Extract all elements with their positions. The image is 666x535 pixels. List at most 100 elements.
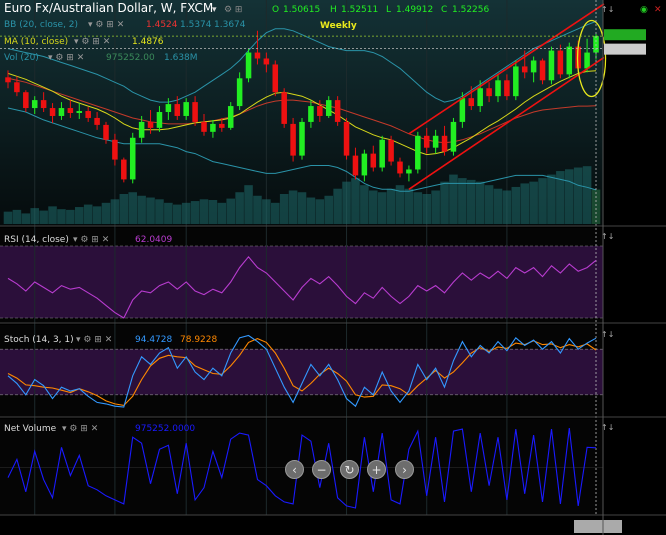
stoch-legend-k: 94.4728	[135, 335, 172, 345]
vol-legend-label[interactable]: Vol (20)	[4, 53, 39, 63]
candle-up	[477, 88, 483, 107]
ohlc-high-value: 1.52511	[341, 5, 378, 15]
ma-legend-label[interactable]: MA (10, close)	[4, 37, 68, 47]
panel-maximize-icon[interactable]: ↑↓	[601, 330, 614, 339]
volume-bar	[493, 188, 503, 224]
netvol-legend-settings-icon[interactable]: ▾ ⚙ ⊞ ✕	[62, 424, 98, 434]
ohlc-open-value: 1.50615	[283, 5, 320, 15]
candle-up	[548, 50, 555, 81]
ma10-line	[7, 70, 597, 156]
bb-middle-line	[7, 77, 597, 144]
candle-down	[103, 124, 109, 140]
close-chart-icon[interactable]: ✕	[654, 5, 662, 15]
ma-legend-value: 1.4876	[132, 37, 164, 47]
rsi-line	[7, 255, 597, 319]
candle-up	[165, 104, 172, 113]
ohlc-high-label: H	[330, 5, 337, 15]
panel-maximize-icon[interactable]: ↑↓	[601, 232, 614, 241]
price-panel-bg	[0, 0, 603, 226]
candle-down	[281, 92, 287, 124]
volume-bar	[511, 186, 521, 224]
candle-up	[513, 66, 519, 97]
volume-bar	[342, 181, 351, 224]
candle-up	[227, 106, 234, 128]
candle-up	[76, 111, 83, 113]
volume-bar	[279, 194, 289, 224]
volume-bar	[395, 185, 405, 224]
vol-legend-settings-icon[interactable]: ▾ ⚙ ⊞ ✕	[48, 53, 84, 63]
candle-down	[49, 108, 56, 116]
candle-up	[406, 169, 412, 174]
scroll-right-button[interactable]: ›	[395, 460, 414, 479]
bb-legend-settings-icon[interactable]: ▾ ⚙ ⊞ ✕	[88, 20, 124, 30]
reset-chart-button[interactable]: ↻	[340, 460, 359, 479]
panel-maximize-icon[interactable]: ↑↓	[601, 423, 614, 432]
candle-up	[361, 153, 368, 176]
chart-title[interactable]: Euro Fx/Australian Dollar, W, FXCM	[4, 1, 213, 15]
rsi-legend-label[interactable]: RSI (14, close)	[4, 235, 69, 245]
zoom-out-button[interactable]: −	[312, 460, 331, 479]
volume-bar	[324, 195, 334, 224]
stoch-legend-d: 78.9228	[180, 335, 217, 345]
volume-bar	[208, 200, 218, 224]
volume-bar	[164, 202, 173, 224]
candle-down	[468, 98, 475, 107]
volume-bar	[377, 192, 387, 224]
scroll-left-button[interactable]: ‹	[285, 460, 304, 479]
volume-bar	[297, 192, 307, 224]
candle-up	[299, 121, 305, 156]
zoom-in-button[interactable]: +	[367, 460, 386, 479]
volume-bar	[333, 188, 342, 224]
volume-bar	[466, 179, 476, 224]
volume-bar	[83, 204, 93, 224]
volume-bar	[172, 204, 182, 224]
candle-down	[388, 139, 394, 162]
candle-down	[521, 66, 528, 73]
candle-up	[156, 112, 163, 128]
volume-bar	[253, 195, 262, 224]
rsi-band	[0, 246, 603, 318]
candle-down	[557, 50, 564, 75]
volume-bar	[315, 199, 325, 224]
stoch-legend-settings-icon[interactable]: ▾ ⚙ ⊞ ✕	[76, 335, 112, 345]
volume-bar	[440, 181, 449, 224]
volume-bar	[422, 194, 432, 224]
volume-bar	[92, 206, 102, 224]
stoch-legend-label[interactable]: Stoch (14, 3, 1)	[4, 335, 74, 345]
stoch-k-line	[7, 334, 597, 408]
volume-bar	[386, 188, 396, 224]
volume-bar	[502, 190, 512, 224]
stoch-d-line	[7, 338, 597, 406]
candle-up	[415, 135, 421, 170]
volume-bar	[431, 190, 440, 224]
netvol-legend-label[interactable]: Net Volume	[4, 424, 57, 434]
screenshot-camera-icon[interactable]: ◉	[640, 5, 648, 15]
volume-bar	[119, 194, 129, 224]
ohlc-close-value: 1.52256	[452, 5, 489, 15]
highlight-ellipse	[576, 19, 607, 98]
ohlc-open-label: O	[272, 5, 279, 15]
volume-bar	[564, 169, 574, 224]
volume-bar	[146, 197, 155, 224]
panel-maximize-icon[interactable]: ↑↓	[601, 5, 614, 14]
bb-legend-label[interactable]: BB (20, close, 2)	[4, 20, 78, 30]
volume-bar	[190, 201, 200, 224]
candle-up	[566, 46, 573, 75]
timeframe-label: Weekly	[320, 21, 357, 31]
title-dropdown-arrow-icon[interactable]: ▾	[212, 5, 217, 15]
ma-legend-settings-icon[interactable]: ▾ ⚙ ⊞ ✕	[74, 37, 110, 47]
rsi-legend-settings-icon[interactable]: ▾ ⚙ ⊞ ✕	[73, 235, 109, 245]
candle-down	[263, 58, 270, 65]
volume-bar	[538, 178, 547, 224]
netvol-line	[7, 428, 597, 509]
candle-up	[31, 100, 38, 109]
chart-settings-icon[interactable]: ⚙ ⊞	[224, 5, 242, 15]
volume-bar	[270, 202, 280, 224]
volume-bar	[12, 209, 22, 224]
volume-bar	[21, 213, 31, 224]
volume-bar	[110, 199, 120, 224]
candle-down	[192, 102, 198, 122]
candle-down	[85, 111, 91, 118]
candle-up	[379, 139, 385, 168]
